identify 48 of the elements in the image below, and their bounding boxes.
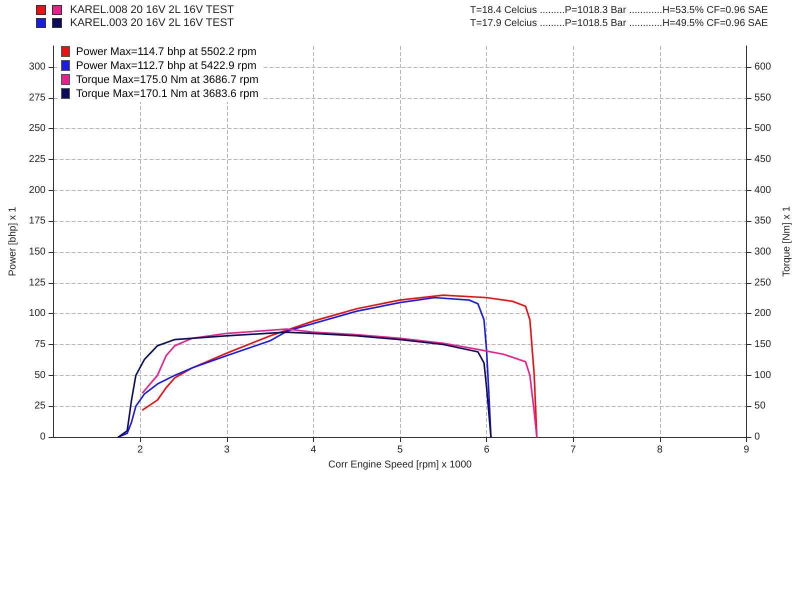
y2-tick-label: 0	[754, 432, 760, 442]
line-series	[118, 331, 492, 438]
x-tick-label: 2	[137, 444, 144, 456]
x-tick-label: 6	[484, 444, 490, 456]
y2-tick-label: 150	[754, 338, 772, 350]
y-tick-label: 100	[28, 308, 46, 320]
x-axis-title: Corr Engine Speed [rpm] x 1000	[328, 459, 472, 470]
y-tick-label: 175	[28, 216, 46, 227]
y2-tick-label: 250	[754, 277, 772, 288]
text: T=17.9 Celcius .........P=1018.5 Bar ............H=49.5% CF=0.96 SAE	[470, 17, 768, 30]
x-tick-label: 5	[397, 444, 404, 456]
legend-label: Power Max=114.7 bhp at 5502.2 rpm	[75, 45, 258, 59]
x-tick-label: 9	[744, 444, 750, 456]
y2-tick-label: 200	[754, 308, 772, 320]
y-tick-label: 250	[28, 123, 46, 134]
y2-tick-label: 350	[754, 216, 772, 227]
y2-tick-label: 550	[754, 92, 772, 104]
legend-label: Power Max=112.7 bhp at 5422.9 rpm	[75, 59, 258, 73]
y2-axis-title: Torque [Nm] x 1	[782, 206, 792, 277]
y2-tick-label: 400	[754, 184, 772, 196]
y-tick-label: 75	[34, 338, 46, 350]
y-axis-title: Power [bhp] x 1	[8, 206, 18, 276]
y-tick-label: 300	[28, 61, 46, 72]
line-series	[142, 328, 538, 438]
x-tick-label: 7	[570, 444, 576, 456]
text: KAREL.008 20 16V 2L 16V TEST	[70, 4, 234, 16]
legend-label: Torque Max=175.0 Nm at 3686.7 rpm	[75, 73, 259, 87]
y2-tick-label: 450	[754, 154, 772, 165]
y2-tick-label: 300	[754, 246, 772, 258]
x-tick-label: 4	[310, 444, 317, 456]
text: KAREL.003 20 16V 2L 16V TEST	[70, 17, 234, 29]
y-tick-label: 150	[28, 246, 46, 258]
y2-tick-label: 50	[754, 400, 766, 412]
x-tick-label: 3	[224, 444, 230, 456]
y-tick-label: 0	[40, 432, 46, 442]
y2-tick-label: 600	[754, 61, 772, 72]
y2-tick-label: 100	[754, 370, 772, 381]
y-tick-label: 25	[34, 400, 46, 412]
y-tick-label: 200	[28, 184, 46, 196]
y-tick-label: 225	[28, 154, 46, 165]
y2-tick-label: 500	[754, 123, 772, 134]
y-tick-label: 50	[34, 370, 46, 381]
legend-label: Torque Max=170.1 Nm at 3683.6 rpm	[75, 87, 259, 101]
x-tick-label: 8	[657, 444, 664, 456]
line-series	[118, 296, 492, 438]
y-tick-label: 125	[28, 277, 46, 288]
y-tick-label: 275	[28, 92, 46, 104]
text: T=18.4 Celcius .........P=1018.3 Bar ............H=53.5% CF=0.96 SAE	[470, 4, 768, 17]
